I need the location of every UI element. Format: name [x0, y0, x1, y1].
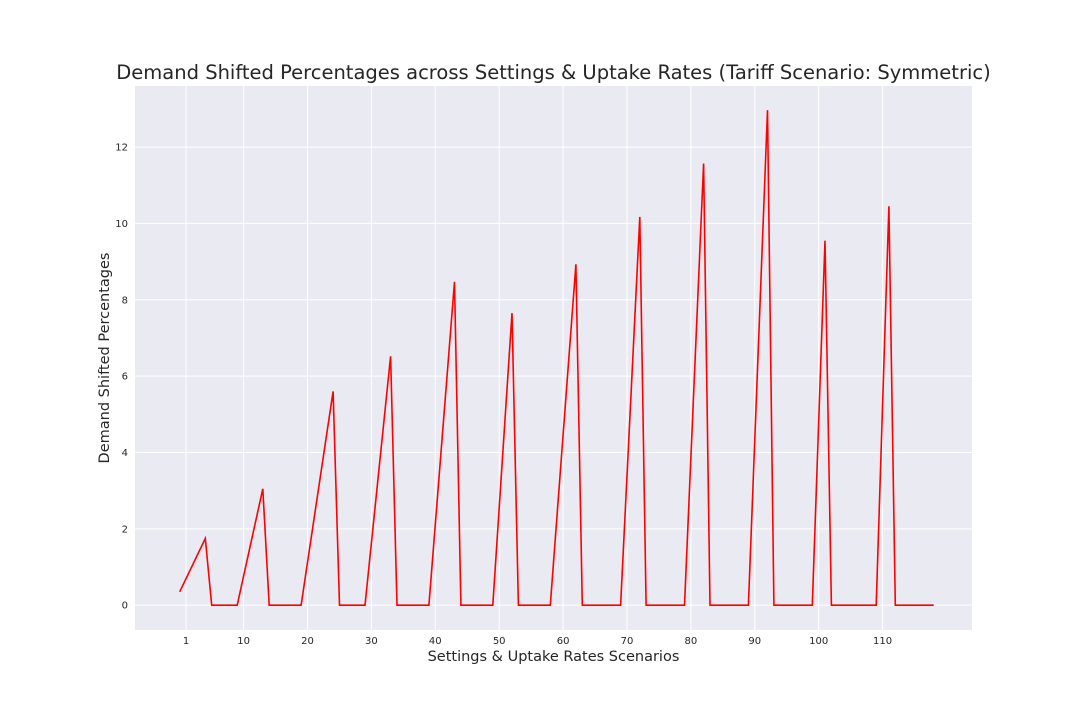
- y-axis-ticks: 0 2 4 6 8 10 12: [115, 143, 128, 612]
- x-tick-label: 40: [429, 636, 442, 647]
- y-tick-label: 10: [115, 219, 128, 230]
- chart-title: Demand Shifted Percentages across Settin…: [116, 61, 990, 84]
- y-tick-label: 12: [115, 143, 128, 154]
- x-tick-label: 30: [365, 636, 378, 647]
- x-axis-ticks: 1 10 20 30 40 50 60 70 80 90 100 110: [183, 636, 892, 647]
- y-tick-label: 4: [122, 448, 128, 459]
- series-line: [178, 110, 934, 607]
- y-axis-label: Demand Shifted Percentages: [97, 253, 113, 464]
- x-tick-label: 10: [237, 636, 250, 647]
- y-tick-label: 8: [122, 295, 128, 306]
- x-tick-label: 70: [621, 636, 634, 647]
- x-tick-label: 110: [873, 636, 892, 647]
- x-tick-label: 80: [685, 636, 698, 647]
- y-tick-label: 0: [122, 601, 128, 612]
- y-tick-label: 6: [122, 372, 128, 383]
- x-tick-label: 50: [493, 636, 506, 647]
- x-tick-label: 90: [748, 636, 761, 647]
- series-layer: [178, 110, 934, 607]
- y-tick-label: 2: [122, 524, 128, 535]
- x-tick-label: 100: [809, 636, 828, 647]
- x-tick-label: 1: [183, 636, 189, 647]
- plot-area: [135, 86, 972, 630]
- x-tick-label: 20: [301, 636, 314, 647]
- x-axis-label: Settings & Uptake Rates Scenarios: [428, 649, 680, 665]
- x-tick-label: 60: [557, 636, 570, 647]
